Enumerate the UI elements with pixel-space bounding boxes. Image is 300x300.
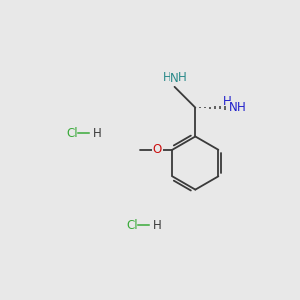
Text: O: O bbox=[153, 143, 162, 156]
Text: H: H bbox=[153, 219, 161, 232]
Text: H: H bbox=[163, 71, 172, 84]
Text: H: H bbox=[236, 101, 245, 114]
Text: H: H bbox=[92, 127, 101, 140]
Text: Cl: Cl bbox=[66, 127, 78, 140]
Text: Cl: Cl bbox=[126, 219, 138, 232]
Text: H: H bbox=[223, 94, 231, 108]
Text: N: N bbox=[170, 72, 179, 85]
Text: N: N bbox=[229, 101, 238, 114]
Text: H: H bbox=[178, 71, 186, 84]
